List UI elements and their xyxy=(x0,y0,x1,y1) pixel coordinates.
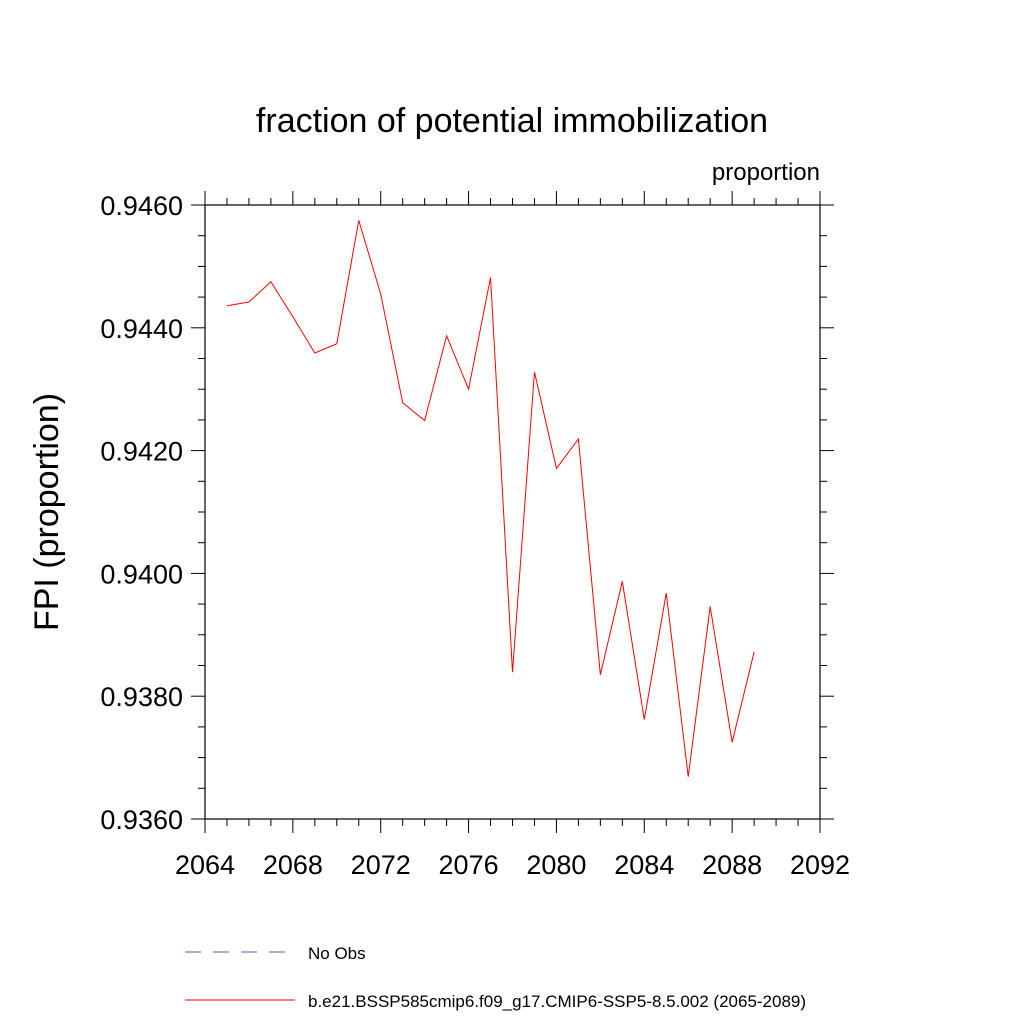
x-tick-label: 2080 xyxy=(526,850,586,880)
data-point xyxy=(270,281,271,282)
y-axis-label: FPI (proportion) xyxy=(28,393,66,631)
data-point xyxy=(490,277,491,278)
data-point xyxy=(446,335,447,336)
data-point xyxy=(534,371,535,372)
units-label: proportion xyxy=(712,159,820,186)
data-point xyxy=(468,389,469,390)
x-tick-label: 2068 xyxy=(263,850,323,880)
data-point xyxy=(248,301,249,302)
chart-title: fraction of potential immobilization xyxy=(256,102,768,140)
data-point xyxy=(754,651,755,652)
y-tick-label: 0.9420 xyxy=(100,437,183,467)
series-line xyxy=(226,220,755,777)
y-tick-label: 0.9360 xyxy=(100,805,183,835)
data-point xyxy=(402,402,403,403)
legend: No Obs b.e21.BSSP585cmip6.f09_g17.CMIP6-S… xyxy=(185,944,806,1011)
x-tick-label: 2088 xyxy=(702,850,762,880)
y-tick-label: 0.9380 xyxy=(100,682,183,712)
data-point xyxy=(556,468,557,469)
y-tick-label: 0.9460 xyxy=(100,191,183,221)
data-point xyxy=(380,293,381,294)
data-point xyxy=(424,420,425,421)
data-point xyxy=(314,352,315,353)
data-point xyxy=(358,220,359,221)
data-point xyxy=(666,592,667,593)
data-point xyxy=(292,316,293,317)
ticks-group: 2064 2068 2072 2076 2080 2084 2088 2092 0.9360 0.… xyxy=(100,191,850,880)
x-tick-label: 2072 xyxy=(351,850,411,880)
x-tick-label: 2076 xyxy=(439,850,499,880)
data-point xyxy=(512,672,513,673)
series-group xyxy=(226,220,755,777)
y-tick-label: 0.9400 xyxy=(100,559,183,589)
x-tick-label: 2064 xyxy=(175,850,235,880)
data-point xyxy=(622,581,623,582)
x-tick-label: 2084 xyxy=(614,850,674,880)
data-point xyxy=(336,343,337,344)
x-tick-label: 2092 xyxy=(790,850,850,880)
legend-label: b.e21.BSSP585cmip6.f09_g17.CMIP6-SSP5-8.… xyxy=(308,992,806,1011)
data-point xyxy=(600,674,601,675)
legend-label: No Obs xyxy=(308,944,366,963)
data-point xyxy=(710,606,711,607)
y-tick-label: 0.9440 xyxy=(100,314,183,344)
data-point xyxy=(226,305,227,306)
data-point xyxy=(578,438,579,439)
data-point xyxy=(688,776,689,777)
data-point xyxy=(644,719,645,720)
data-point xyxy=(732,742,733,743)
